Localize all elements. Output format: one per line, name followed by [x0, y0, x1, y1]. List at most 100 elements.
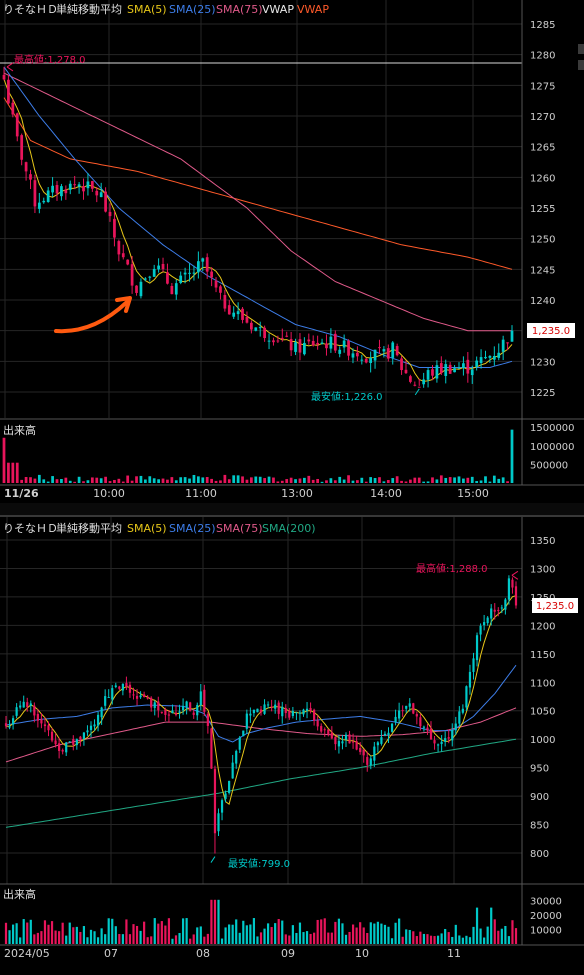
volume-bar — [26, 922, 29, 944]
sma200-line — [5, 738, 517, 828]
candle-body — [401, 710, 404, 712]
volume-bar — [429, 935, 433, 944]
candle-body — [347, 340, 350, 356]
daily-y-axis: 1350130012501200115011001050100095090085… — [530, 536, 555, 860]
candle-body — [341, 741, 344, 744]
x-tick-label: 14:00 — [370, 487, 402, 500]
volume-bar — [139, 930, 142, 944]
candle-body — [43, 724, 47, 727]
candle-body — [161, 263, 165, 270]
candle-body — [405, 705, 408, 709]
volume-bar — [276, 481, 280, 483]
candle-body — [2, 74, 6, 80]
candle-body — [86, 181, 90, 189]
candle-body — [475, 360, 479, 367]
y-tick-label: 1275 — [530, 81, 555, 92]
volume-bar — [157, 479, 160, 483]
intraday-volume-label: 出来高 — [3, 423, 36, 437]
volume-bar — [475, 481, 479, 483]
intraday-price-area[interactable] — [0, 0, 522, 418]
volume-bar — [93, 931, 96, 944]
candle-body — [232, 312, 236, 317]
volume-bar — [231, 924, 234, 944]
candle-body — [348, 734, 351, 744]
volume-bar — [107, 918, 110, 944]
candle-body — [206, 714, 209, 726]
volume-bar — [435, 479, 439, 483]
volume-bar — [490, 907, 493, 944]
volume-bar — [468, 937, 472, 944]
candle-body — [369, 358, 373, 364]
candle-body — [236, 311, 240, 315]
intraday-chart[interactable]: りそなＨＤ 単純移動平均 SMA(5) SMA(25) SMA(75) VWAP… — [0, 0, 584, 500]
volume-bar — [135, 476, 138, 483]
volume-bar — [139, 475, 143, 483]
intraday-price-tag: 1,235.0 — [527, 323, 575, 338]
candle-body — [29, 703, 32, 706]
candle-body — [483, 622, 486, 626]
candle-body — [68, 741, 71, 743]
y-tick-label: 950 — [530, 764, 549, 775]
high-marker-icon — [511, 570, 519, 580]
x-tick-label: 10 — [355, 947, 369, 960]
candle-body — [506, 342, 509, 344]
candle-body — [272, 340, 275, 343]
daily-high-label: 最高値:1,288.0 — [416, 562, 488, 575]
y-tick-label: 1225 — [530, 388, 555, 399]
candle-body — [309, 708, 312, 711]
volume-bar — [334, 921, 337, 944]
volume-bar — [500, 928, 503, 944]
volume-bar — [307, 475, 311, 483]
daily-low-label: 最安値:799.0 — [228, 857, 290, 870]
candle-body — [479, 357, 483, 363]
scroll-handle-1[interactable] — [578, 44, 584, 54]
volume-bar — [210, 478, 213, 483]
volume-bar — [439, 475, 443, 483]
candle-body — [252, 709, 256, 714]
volume-bar — [426, 934, 429, 944]
volume-bar — [337, 918, 341, 944]
volume-bar — [364, 481, 368, 483]
candle-body — [213, 768, 217, 834]
volume-bar — [68, 480, 72, 483]
candle-body — [113, 218, 116, 238]
daily-legend: りそなＨＤ 単純移動平均 SMA(5) SMA(25) SMA(75) SMA(… — [3, 521, 316, 535]
volume-bar — [291, 925, 294, 944]
candle-body — [164, 709, 167, 715]
volume-bar — [510, 429, 514, 483]
volume-bar — [366, 933, 369, 944]
volume-bar — [470, 476, 474, 483]
daily-chart[interactable]: りそなＨＤ 単純移動平均 SMA(5) SMA(25) SMA(75) SMA(… — [0, 517, 584, 960]
volume-bar — [20, 479, 24, 483]
volume-bar — [37, 474, 41, 483]
candle-body — [111, 688, 114, 700]
volume-bar — [132, 924, 135, 944]
candle-body — [61, 749, 64, 752]
scroll-handle-2[interactable] — [578, 60, 584, 70]
candle-body — [327, 729, 330, 735]
candle-body — [171, 710, 174, 714]
volume-bar — [4, 922, 8, 944]
candle-body — [15, 707, 18, 716]
x-tick-label: 2024/05 — [4, 947, 50, 960]
candle-body — [210, 271, 213, 278]
high-marker-icon — [6, 62, 14, 72]
candle-body — [192, 712, 195, 715]
volume-bar — [288, 935, 291, 944]
intraday-volume-bars — [2, 429, 514, 483]
candle-body — [146, 696, 149, 699]
volume-bar — [501, 477, 505, 483]
volume-bar — [117, 478, 121, 483]
candle-body — [135, 695, 139, 699]
candle-body — [294, 342, 297, 352]
volume-bar — [15, 923, 18, 944]
candle-body — [386, 348, 390, 359]
candle-body — [55, 185, 59, 194]
candle-body — [479, 625, 482, 635]
candle-body — [245, 317, 249, 323]
x-tick-label: 11 — [447, 947, 461, 960]
volume-bar — [401, 936, 404, 944]
volume-bar — [181, 918, 185, 944]
volume-bar — [327, 932, 330, 944]
candle-body — [342, 340, 346, 348]
